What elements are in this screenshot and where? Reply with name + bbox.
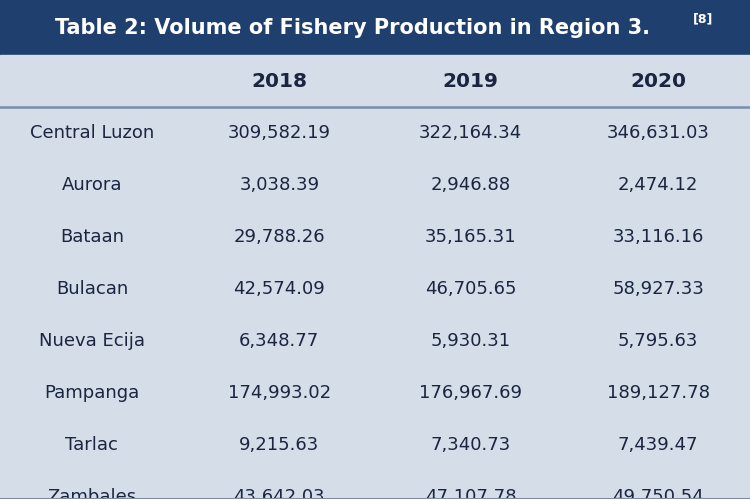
Text: Bulacan: Bulacan (56, 280, 128, 298)
Text: 5,795.63: 5,795.63 (618, 332, 698, 350)
Text: 46,705.65: 46,705.65 (424, 280, 516, 298)
Text: 9,215.63: 9,215.63 (239, 436, 320, 454)
Text: 43,642.03: 43,642.03 (233, 488, 326, 499)
Text: 42,574.09: 42,574.09 (233, 280, 326, 298)
Text: 7,439.47: 7,439.47 (618, 436, 698, 454)
Bar (0, 367, 750, 419)
Text: 2,474.12: 2,474.12 (618, 176, 698, 194)
Text: 47,107.78: 47,107.78 (424, 488, 516, 499)
Text: 58,927.33: 58,927.33 (612, 280, 704, 298)
Text: Zambales: Zambales (47, 488, 136, 499)
Text: Central Luzon: Central Luzon (30, 124, 154, 142)
Text: 189,127.78: 189,127.78 (607, 384, 709, 402)
Text: 309,582.19: 309,582.19 (228, 124, 331, 142)
Bar (0, 471, 750, 499)
Text: Bataan: Bataan (60, 228, 124, 246)
Bar (0, 263, 750, 315)
Text: 5,930.31: 5,930.31 (430, 332, 511, 350)
Bar (0, 159, 750, 211)
Text: 346,631.03: 346,631.03 (607, 124, 709, 142)
Text: 2,946.88: 2,946.88 (430, 176, 511, 194)
Bar (0, 0, 750, 55)
Text: 3,038.39: 3,038.39 (239, 176, 320, 194)
Text: Table 2: Volume of Fishery Production in Region 3.: Table 2: Volume of Fishery Production in… (55, 17, 650, 37)
Text: 29,788.26: 29,788.26 (233, 228, 326, 246)
Text: 33,116.16: 33,116.16 (613, 228, 704, 246)
Text: 2019: 2019 (442, 71, 499, 90)
Text: 49,750.54: 49,750.54 (612, 488, 704, 499)
Text: Nueva Ecija: Nueva Ecija (39, 332, 145, 350)
Bar (0, 315, 750, 367)
Bar (0, 419, 750, 471)
Text: Pampanga: Pampanga (44, 384, 140, 402)
Text: 174,993.02: 174,993.02 (228, 384, 331, 402)
Text: 6,348.77: 6,348.77 (239, 332, 320, 350)
Text: 35,165.31: 35,165.31 (424, 228, 517, 246)
Bar (0, 55, 750, 107)
Text: 322,164.34: 322,164.34 (419, 124, 522, 142)
Text: [8]: [8] (693, 12, 714, 25)
Text: 7,340.73: 7,340.73 (430, 436, 511, 454)
Text: 176,967.69: 176,967.69 (419, 384, 522, 402)
Bar (0, 211, 750, 263)
Bar (0, 107, 750, 159)
Text: 2018: 2018 (251, 71, 308, 90)
Text: 2020: 2020 (630, 71, 686, 90)
Text: Aurora: Aurora (62, 176, 122, 194)
Text: Tarlac: Tarlac (65, 436, 118, 454)
